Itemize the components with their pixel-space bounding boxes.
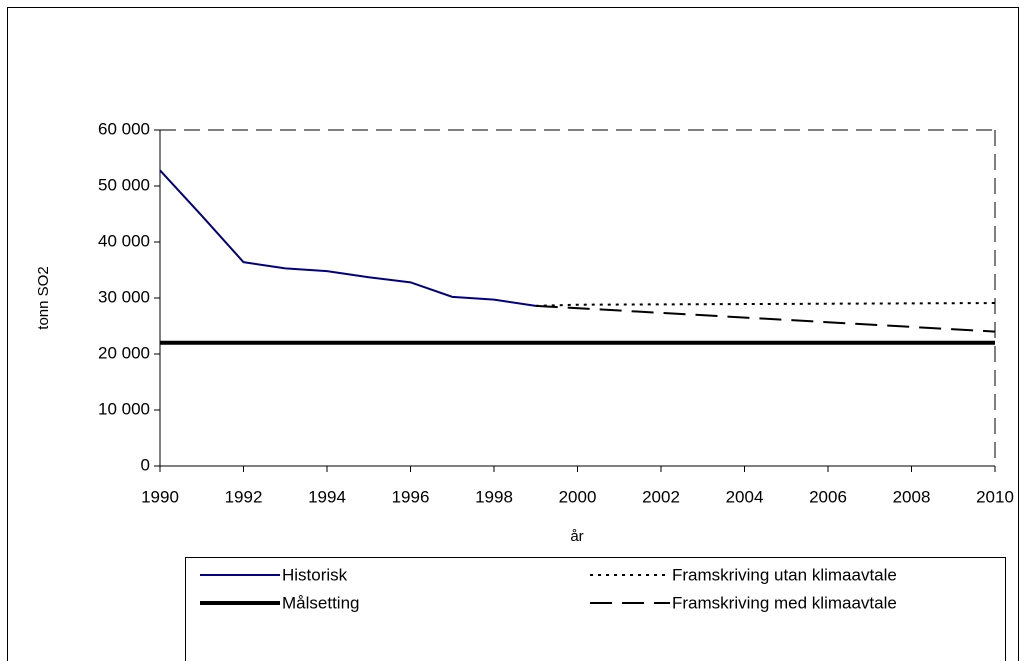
x-tick-label: 2000	[559, 487, 597, 506]
x-tick-label: 1998	[475, 487, 513, 506]
series-line	[535, 302, 996, 307]
x-tick-label: 2010	[976, 487, 1014, 506]
x-tick-label: 2008	[893, 487, 931, 506]
legend	[185, 557, 1006, 661]
y-tick-label: 60 000	[98, 119, 150, 138]
frame	[7, 7, 1019, 661]
x-tick-label: 1992	[225, 487, 263, 506]
x-tick-label: 1994	[308, 487, 346, 506]
legend-label: Framskriving med klimaavtale	[672, 593, 897, 612]
y-tick-label: 50 000	[98, 175, 150, 194]
x-tick-label: 2002	[642, 487, 680, 506]
x-tick-label: 2006	[809, 487, 847, 506]
x-tick-label: 1990	[141, 487, 179, 506]
legend-label: Målsetting	[282, 593, 359, 612]
x-tick-label: 1996	[392, 487, 430, 506]
series-line	[159, 169, 536, 307]
y-tick-label: 20 000	[98, 343, 150, 362]
x-axis-label: år	[570, 528, 583, 545]
x-tick-label: 2004	[726, 487, 764, 506]
y-tick-label: 10 000	[98, 399, 150, 418]
y-tick-label: 0	[141, 455, 150, 474]
legend-label: Historisk	[282, 565, 348, 584]
y-axis-label: tonn SO2	[35, 266, 52, 329]
y-tick-label: 30 000	[98, 287, 150, 306]
series-line	[535, 304, 996, 333]
y-tick-label: 40 000	[98, 231, 150, 250]
legend-label: Framskriving utan klimaavtale	[672, 565, 897, 584]
